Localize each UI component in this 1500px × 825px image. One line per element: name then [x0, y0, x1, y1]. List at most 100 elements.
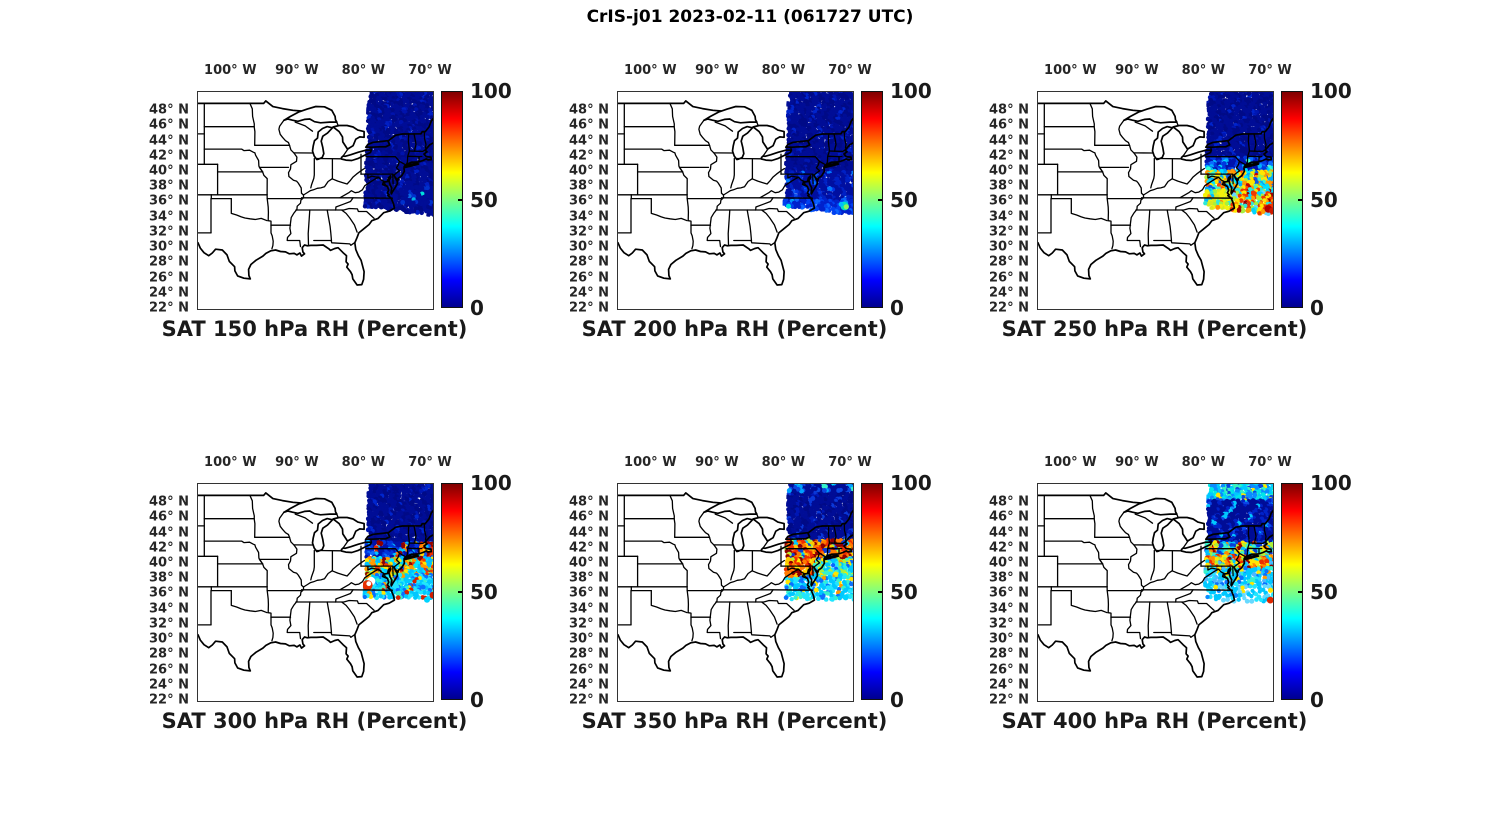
latitude-tick-label: 38° N: [989, 570, 1029, 586]
latitude-tick-label: 24° N: [149, 677, 189, 693]
map-frame: [617, 91, 854, 310]
latitude-tick-label: 38° N: [149, 178, 189, 194]
latitude-tick-label: 34° N: [149, 601, 189, 617]
colorbar-tick-label: 100: [890, 79, 932, 103]
panel-200hpa: 100° W 90° W 80° W 70° W 48° N 46° N 44° N 42° …: [557, 59, 939, 359]
longitude-tick-label: 100° W: [204, 63, 257, 78]
latitude-tick-label: 42° N: [569, 540, 609, 556]
latitude-tick-label: 34° N: [989, 209, 1029, 225]
longitude-tick-label: 100° W: [624, 63, 677, 78]
latitude-tick-label: 36° N: [569, 585, 609, 601]
latitude-tick-label: 24° N: [569, 677, 609, 693]
us-map-with-satellite-swath: [618, 484, 853, 678]
latitude-tick-label: 30° N: [149, 631, 189, 647]
rh-scatter-swath: [362, 484, 433, 603]
latitude-tick-label: 42° N: [989, 148, 1029, 164]
colorbar-tick-label: 100: [1310, 471, 1352, 495]
panel-250hpa: 100° W 90° W 80° W 70° W 48° N 46° N 44° N 42° …: [977, 59, 1359, 359]
latitude-tick-label: 30° N: [569, 239, 609, 255]
panel-title: SAT 350 hPa RH (Percent): [581, 709, 888, 733]
panel-title: SAT 400 hPa RH (Percent): [1001, 709, 1308, 733]
map-frame: [197, 483, 434, 702]
latitude-tick-label: 32° N: [149, 224, 189, 240]
figure-title: CrIS-j01 2023-02-11 (061727 UTC): [586, 7, 914, 27]
latitude-tick-label: 34° N: [569, 209, 609, 225]
latitude-tick-label: 28° N: [149, 646, 189, 662]
latitude-tick-label: 22° N: [149, 300, 189, 316]
panel-title: SAT 200 hPa RH (Percent): [581, 317, 888, 341]
longitude-tick-label: 90° W: [1115, 455, 1159, 470]
panel-350hpa: 100° W 90° W 80° W 70° W 48° N 46° N 44° N 42° …: [557, 451, 939, 751]
rh-scatter-swath: [782, 92, 853, 216]
latitude-tick-label: 28° N: [149, 254, 189, 270]
map-frame: [1037, 483, 1274, 702]
colorbar-tick-label: 100: [890, 471, 932, 495]
us-map-with-satellite-swath: [198, 92, 433, 286]
longitude-tick-label: 90° W: [1115, 63, 1159, 78]
latitude-tick-label: 44° N: [569, 525, 609, 540]
latitude-tick-label: 22° N: [149, 692, 189, 708]
us-map-with-satellite-swath: [1038, 484, 1273, 678]
latitude-tick-label: 46° N: [989, 509, 1029, 525]
latitude-tick-label: 48° N: [989, 102, 1029, 118]
colorbar-mid-tick: [458, 198, 462, 201]
latitude-tick-label: 28° N: [989, 254, 1029, 270]
latitude-tick-label: 26° N: [989, 270, 1029, 285]
colorbar-tick-label: 100: [1310, 79, 1352, 103]
latitude-tick-label: 44° N: [989, 133, 1029, 148]
colorbar: [1281, 483, 1303, 700]
colorbar-tick-label: 50: [890, 187, 918, 212]
latitude-tick-label: 46° N: [149, 117, 189, 133]
latitude-tick-label: 22° N: [569, 300, 609, 316]
latitude-tick-label: 36° N: [149, 193, 189, 209]
panel-150hpa: 100° W 90° W 80° W 70° W 48° N 46° N 44° N 42° …: [137, 59, 519, 359]
latitude-tick-label: 32° N: [569, 616, 609, 632]
latitude-tick-label: 42° N: [569, 148, 609, 164]
colorbar-tick-label: 100: [470, 471, 512, 495]
latitude-tick-label: 40° N: [989, 163, 1029, 179]
latitude-tick-label: 46° N: [569, 509, 609, 525]
longitude-tick-label: 70° W: [1248, 63, 1292, 78]
longitude-tick-label: 80° W: [341, 455, 386, 470]
latitude-tick-label: 28° N: [989, 646, 1029, 662]
colorbar: [861, 483, 883, 700]
latitude-tick-label: 30° N: [569, 631, 609, 647]
longitude-tick-label: 100° W: [1044, 63, 1097, 78]
latitude-tick-label: 24° N: [149, 285, 189, 301]
latitude-tick-label: 32° N: [149, 616, 189, 632]
longitude-tick-label: 90° W: [275, 455, 319, 470]
longitude-tick-label: 90° W: [695, 63, 739, 78]
colorbar-mid-tick: [878, 590, 882, 593]
longitude-tick-label: 80° W: [341, 63, 386, 78]
latitude-tick-label: 36° N: [989, 585, 1029, 601]
panel-title: SAT 300 hPa RH (Percent): [161, 709, 468, 733]
longitude-tick-label: 100° W: [624, 455, 677, 470]
latitude-tick-label: 44° N: [149, 525, 189, 540]
latitude-tick-label: 48° N: [989, 494, 1029, 510]
latitude-tick-label: 26° N: [149, 270, 189, 285]
latitude-tick-label: 24° N: [989, 285, 1029, 301]
latitude-tick-label: 26° N: [569, 662, 609, 677]
latitude-tick-label: 26° N: [569, 270, 609, 285]
latitude-tick-label: 30° N: [989, 631, 1029, 647]
latitude-tick-label: 32° N: [989, 224, 1029, 240]
latitude-tick-label: 40° N: [989, 555, 1029, 571]
longitude-tick-label: 80° W: [761, 455, 806, 470]
latitude-tick-label: 38° N: [989, 178, 1029, 194]
longitude-tick-label: 70° W: [408, 455, 452, 470]
colorbar: [1281, 91, 1303, 308]
latitude-tick-label: 42° N: [149, 540, 189, 556]
longitude-tick-label: 80° W: [1181, 63, 1226, 78]
latitude-tick-label: 48° N: [569, 102, 609, 118]
map-frame: [1037, 91, 1274, 310]
colorbar-mid-tick: [878, 198, 882, 201]
latitude-tick-label: 34° N: [569, 601, 609, 617]
latitude-tick-label: 32° N: [989, 616, 1029, 632]
latitude-tick-label: 44° N: [149, 133, 189, 148]
longitude-tick-label: 80° W: [761, 63, 806, 78]
rh-scatter-swath: [362, 92, 433, 218]
latitude-tick-label: 26° N: [149, 662, 189, 677]
colorbar: [441, 91, 463, 308]
latitude-tick-label: 30° N: [989, 239, 1029, 255]
